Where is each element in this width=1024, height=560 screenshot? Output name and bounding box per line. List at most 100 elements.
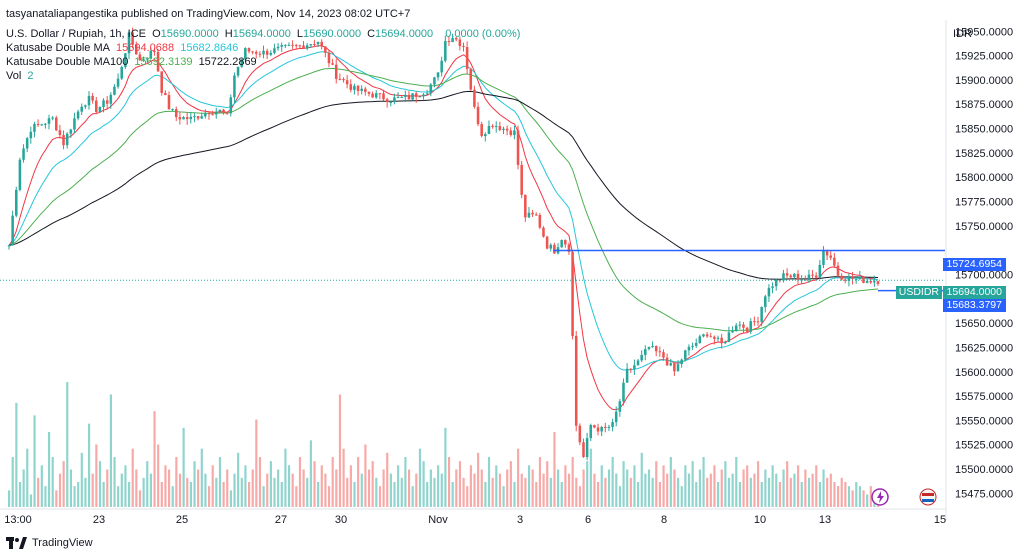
candle-body: [11, 215, 14, 246]
ma-black-line: [8, 90, 879, 280]
volume-bar: [506, 469, 509, 507]
volume-bar: [757, 461, 760, 507]
x-tick-label: 25: [176, 514, 188, 526]
volume-bar: [731, 473, 734, 507]
x-tick-label: Nov: [428, 514, 448, 526]
volume-bar: [575, 477, 578, 507]
volume-bar: [11, 457, 14, 507]
candle-body: [65, 133, 69, 146]
volume-bar: [869, 486, 872, 507]
candle-body: [174, 109, 178, 118]
volume-bar: [724, 461, 727, 507]
legend-symbol-row: U.S. Dollar / Rupiah, 1h, ICE O15690.000…: [6, 28, 523, 40]
volume-bar: [746, 465, 749, 507]
candle-body: [462, 46, 465, 48]
y-tick-label: 15925.0000: [955, 51, 1013, 63]
volume-bar: [349, 465, 352, 507]
volume-bar: [149, 473, 152, 507]
tradingview-brand[interactable]: TradingView: [6, 537, 93, 549]
candle-body: [771, 286, 774, 288]
candle-body: [698, 336, 702, 344]
volume-bar: [418, 448, 422, 507]
volume-bar: [426, 482, 429, 507]
candle-body: [498, 126, 502, 130]
volume-bar: [858, 486, 862, 507]
candle-body: [280, 45, 283, 47]
candle-body: [200, 116, 203, 119]
volume-bar: [164, 465, 167, 507]
y-tick-label: 15700.0000: [955, 269, 1013, 281]
candle-body: [760, 306, 763, 322]
current-price-tag: 15694.0000: [942, 286, 1006, 299]
ohlc-o: O15690.0000: [152, 28, 219, 40]
volume-bar: [491, 477, 494, 507]
vol-name: Vol: [6, 70, 22, 82]
candle-body: [113, 86, 116, 95]
x-tick-label: 13:00: [4, 514, 32, 526]
volume-bar: [331, 457, 334, 507]
candle-body: [458, 39, 462, 47]
candle-body: [778, 279, 782, 281]
volume-bar: [826, 477, 829, 507]
candle-body: [782, 273, 785, 281]
candle-body: [411, 93, 414, 100]
volume-bar: [655, 461, 658, 507]
ma1-value-1: 15694.0688: [116, 42, 175, 54]
candle-body: [476, 106, 480, 125]
volume-bar: [295, 486, 298, 507]
candle-body: [753, 321, 756, 323]
candle-body: [869, 281, 873, 283]
volume-bar: [709, 473, 712, 507]
volume-bar: [33, 415, 36, 507]
flag-stripe: [922, 493, 934, 496]
candle-body: [640, 354, 643, 361]
volume-bar: [844, 482, 847, 507]
candle-body: [469, 69, 473, 90]
volume-bar: [753, 473, 756, 507]
x-tick-label: 10: [754, 514, 766, 526]
publisher-line: tasyanataliapangestika published on Trad…: [6, 8, 411, 20]
candle-body: [204, 112, 207, 117]
candle-body: [265, 50, 269, 55]
candle-body: [94, 100, 98, 113]
candle-body: [582, 442, 585, 458]
candle-body: [91, 95, 94, 101]
candle-body: [54, 117, 58, 131]
volume-bar: [538, 457, 542, 507]
candle-body: [156, 51, 160, 72]
volume-bar: [15, 402, 18, 507]
candle-body: [734, 325, 738, 332]
candle-body: [436, 72, 440, 78]
candle-body: [145, 58, 149, 60]
candle-body: [738, 324, 742, 326]
candle-body: [560, 239, 563, 248]
volume-bar: [22, 469, 25, 507]
volume-bar: [662, 465, 665, 507]
volume-bar: [109, 394, 112, 507]
volume-bar: [800, 482, 803, 507]
volume-bar: [462, 477, 465, 507]
y-tick-label: 15500.0000: [955, 464, 1013, 476]
y-tick-label: 15875.0000: [955, 99, 1013, 111]
candle-body: [374, 93, 378, 98]
candle-body: [127, 32, 131, 54]
candle-body: [625, 368, 629, 383]
volume-bar: [84, 477, 87, 507]
legend-ma2-row[interactable]: Katusabe Double MA100 15692.3139 15722.2…: [6, 56, 260, 68]
volume-bar: [553, 432, 556, 507]
candle-body: [629, 368, 633, 370]
candle-body: [684, 350, 687, 360]
candle-body: [425, 93, 429, 95]
candle-body: [444, 41, 447, 61]
y-tick-label: 15575.0000: [955, 391, 1013, 403]
legend-ma1-row[interactable]: Katusabe Double MA 15694.0688 15682.8646: [6, 42, 241, 54]
candle-body: [491, 125, 494, 127]
candle-body: [142, 59, 145, 61]
currency-label: IDR: [953, 28, 972, 40]
candle-body: [254, 51, 258, 54]
candle-body: [814, 275, 818, 278]
legend-vol-row[interactable]: Vol 2: [6, 70, 36, 82]
candle-body: [593, 425, 596, 428]
